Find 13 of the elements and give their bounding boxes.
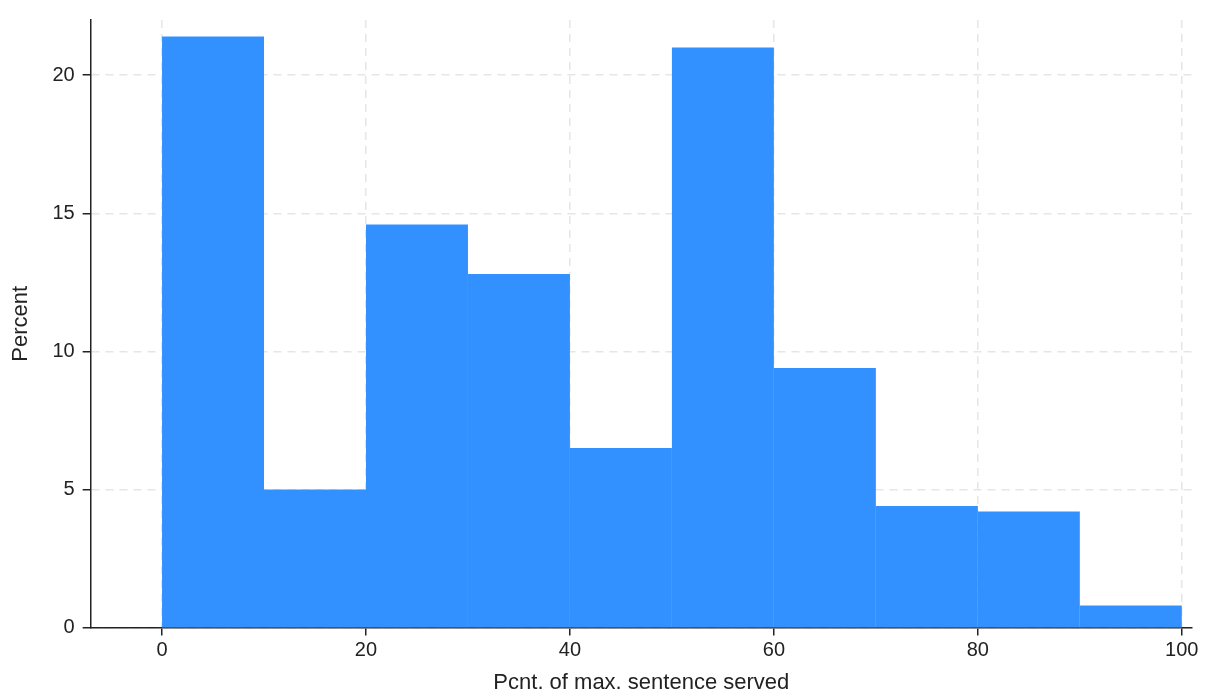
x-tick-label: 60 bbox=[762, 638, 786, 661]
x-tick-label: 40 bbox=[558, 638, 582, 661]
y-tick-label: 10 bbox=[52, 338, 75, 361]
y-tick-label: 5 bbox=[63, 477, 75, 500]
x-tick-label: 100 bbox=[1165, 638, 1199, 661]
x-tick-label: 0 bbox=[156, 638, 168, 661]
x-tick-label: 80 bbox=[966, 638, 989, 661]
y-tick-label: 20 bbox=[52, 62, 75, 85]
y-tick-label: 15 bbox=[52, 200, 75, 223]
x-axis-title: Pcnt. of max. sentence served bbox=[493, 668, 790, 694]
y-tick-label: 0 bbox=[63, 615, 75, 638]
y-axis-title: Percent bbox=[7, 285, 33, 362]
x-tick-label: 20 bbox=[354, 638, 378, 661]
